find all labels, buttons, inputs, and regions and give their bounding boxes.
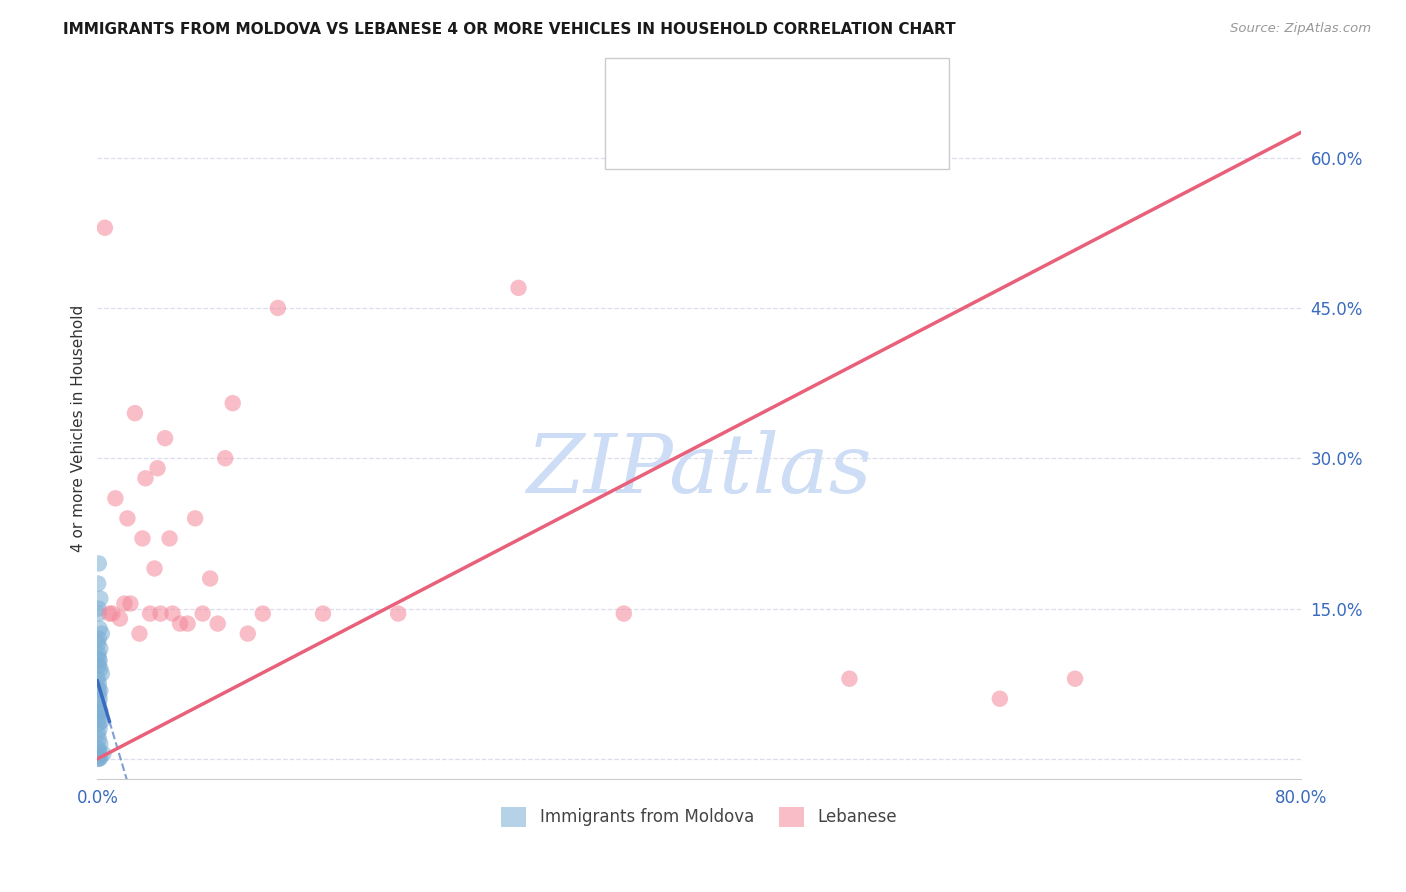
- Point: [87, 676, 110, 690]
- Point: [191, 607, 214, 621]
- Point: [198, 572, 221, 586]
- Point: [87, 742, 110, 756]
- Point: [162, 607, 184, 621]
- Point: [108, 611, 131, 625]
- Point: [1064, 672, 1087, 686]
- Point: [214, 451, 236, 466]
- Text: IMMIGRANTS FROM MOLDOVA VS LEBANESE 4 OR MORE VEHICLES IN HOUSEHOLD CORRELATION : IMMIGRANTS FROM MOLDOVA VS LEBANESE 4 OR…: [63, 22, 956, 37]
- Point: [87, 727, 110, 741]
- Point: [87, 752, 110, 766]
- Point: [613, 607, 636, 621]
- Point: [124, 406, 146, 420]
- Point: [87, 632, 110, 646]
- Point: [89, 591, 111, 606]
- Point: [87, 651, 110, 665]
- Point: [128, 626, 150, 640]
- Point: [87, 716, 110, 731]
- Point: [149, 607, 172, 621]
- Point: [838, 672, 860, 686]
- Text: ZIPatlas: ZIPatlas: [526, 430, 872, 510]
- Point: [387, 607, 409, 621]
- Point: [89, 654, 111, 668]
- Point: [267, 301, 290, 315]
- Point: [89, 622, 111, 636]
- Text: R =: R =: [671, 126, 710, 144]
- Point: [87, 687, 110, 701]
- Point: [89, 662, 111, 676]
- Point: [222, 396, 245, 410]
- Point: [87, 697, 110, 711]
- Point: [89, 751, 111, 765]
- Point: [169, 616, 191, 631]
- Point: [90, 626, 112, 640]
- Point: [90, 714, 112, 728]
- Point: [120, 597, 142, 611]
- Point: [508, 281, 530, 295]
- Point: [89, 641, 111, 656]
- Text: 40: 40: [823, 83, 848, 101]
- Point: [87, 702, 110, 716]
- Point: [87, 557, 110, 571]
- Point: [236, 626, 259, 640]
- Point: [87, 748, 110, 763]
- Point: [89, 683, 111, 698]
- Point: [89, 691, 111, 706]
- Point: [153, 431, 176, 445]
- Point: [94, 220, 117, 235]
- Point: [159, 532, 181, 546]
- Point: [143, 561, 166, 575]
- Point: [252, 607, 274, 621]
- Point: [207, 616, 229, 631]
- Point: [988, 691, 1011, 706]
- Point: [93, 747, 115, 761]
- Point: [101, 607, 124, 621]
- Point: [87, 752, 110, 766]
- Point: [112, 597, 135, 611]
- Point: [146, 461, 169, 475]
- Point: [139, 607, 162, 621]
- Text: Source: ZipAtlas.com: Source: ZipAtlas.com: [1230, 22, 1371, 36]
- Text: N =: N =: [776, 83, 828, 101]
- Legend: Immigrants from Moldova, Lebanese: Immigrants from Moldova, Lebanese: [495, 800, 904, 834]
- Text: 37: 37: [823, 126, 848, 144]
- Point: [98, 607, 121, 621]
- Point: [87, 681, 110, 696]
- Point: [104, 491, 127, 506]
- Point: [117, 511, 139, 525]
- Point: [87, 576, 110, 591]
- Point: [184, 511, 207, 525]
- Text: N =: N =: [776, 126, 828, 144]
- Point: [87, 637, 110, 651]
- Text: 0.553: 0.553: [710, 126, 773, 144]
- Point: [87, 744, 110, 758]
- Point: [312, 607, 335, 621]
- Point: [87, 712, 110, 726]
- Point: [134, 471, 156, 485]
- Point: [87, 607, 110, 621]
- Point: [89, 737, 111, 751]
- Point: [131, 532, 153, 546]
- Point: [90, 666, 112, 681]
- Point: [87, 647, 110, 661]
- Text: R =: R =: [671, 83, 710, 101]
- Y-axis label: 4 or more Vehicles in Household: 4 or more Vehicles in Household: [72, 304, 86, 552]
- Point: [87, 658, 110, 673]
- Point: [87, 731, 110, 746]
- Text: -0.124: -0.124: [710, 83, 775, 101]
- Point: [87, 601, 110, 615]
- Point: [89, 722, 111, 736]
- Point: [87, 672, 110, 686]
- Point: [176, 616, 198, 631]
- Point: [89, 704, 111, 718]
- Point: [87, 706, 110, 721]
